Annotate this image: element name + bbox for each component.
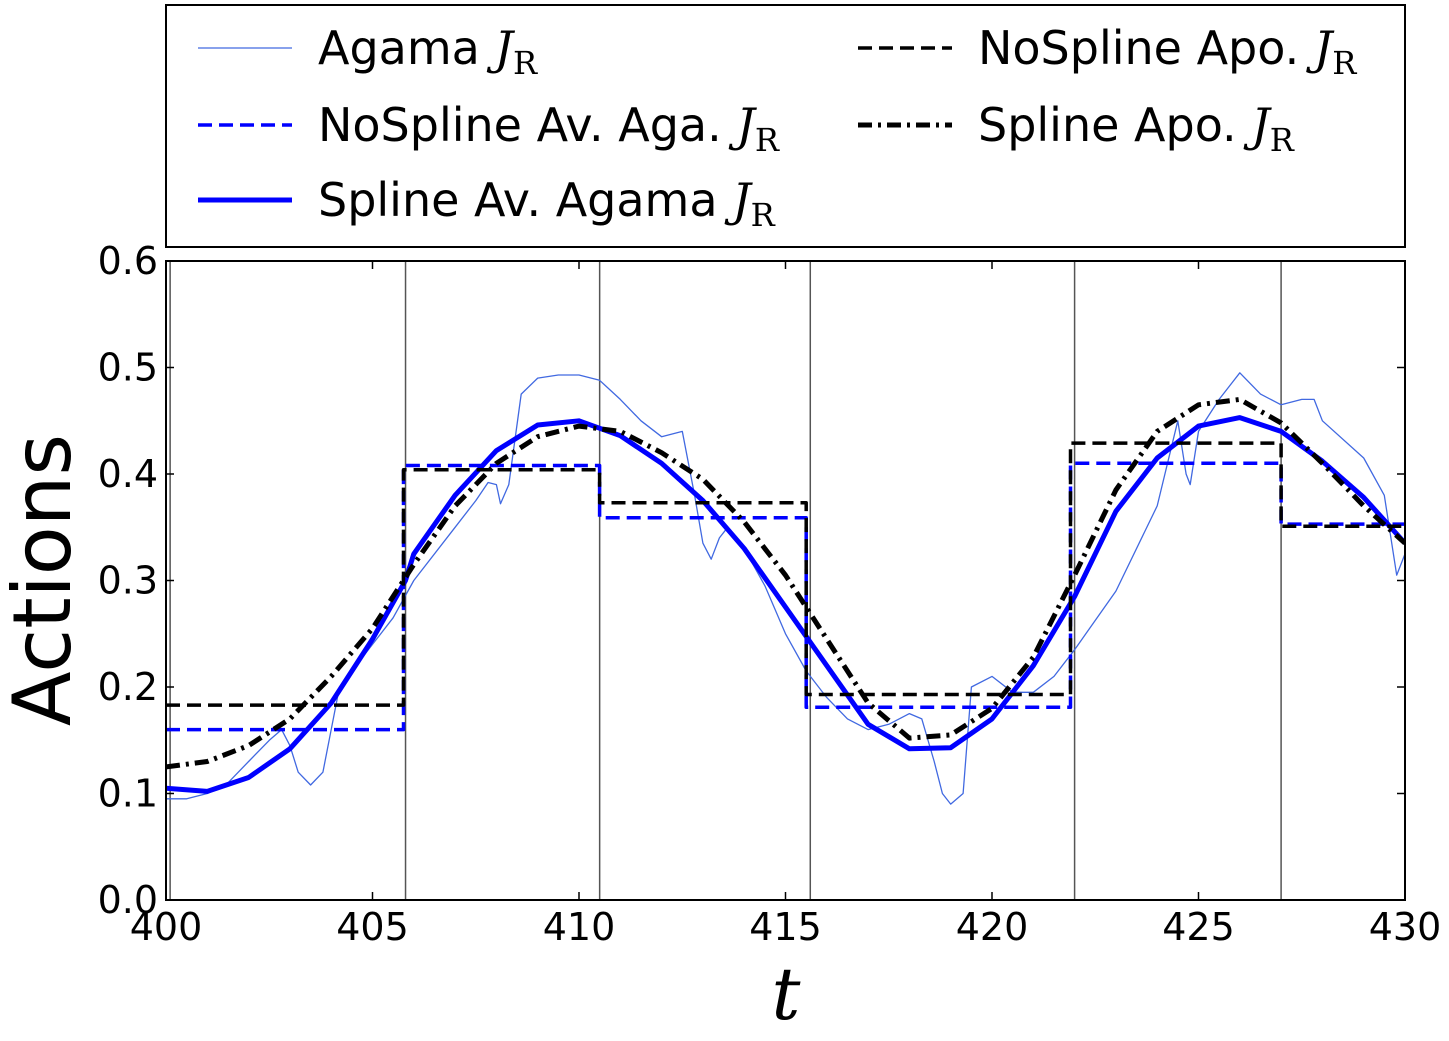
y-tick-label: 0.1 bbox=[98, 772, 158, 816]
y-tick-label: 0.0 bbox=[98, 878, 158, 922]
y-tick-label: 0.3 bbox=[98, 559, 158, 603]
x-tick-label: 410 bbox=[543, 905, 616, 949]
series-line-0 bbox=[166, 372, 1405, 805]
x-tick-label: 415 bbox=[749, 905, 822, 949]
x-tick-label: 400 bbox=[130, 905, 203, 949]
x-tick-label: 405 bbox=[336, 905, 409, 949]
plot-frame bbox=[165, 260, 1406, 901]
legend-label-0: Agama JR bbox=[318, 21, 538, 82]
legend: Agama JR NoSpline Av. Aga. JR Spline Av. A… bbox=[165, 4, 1406, 248]
y-axis-label: Actions bbox=[0, 434, 89, 726]
y-tick-label: 0.4 bbox=[98, 452, 158, 496]
x-tick-label: 425 bbox=[1162, 905, 1235, 949]
series-line-2 bbox=[166, 415, 1405, 794]
y-tick-label: 0.6 bbox=[98, 239, 158, 283]
x-tick-label: 430 bbox=[1369, 905, 1442, 949]
y-tick-label: 0.2 bbox=[98, 665, 158, 709]
legend-label-1: NoSpline Av. Aga. JR bbox=[318, 98, 780, 159]
legend-frame bbox=[165, 4, 1406, 248]
y-tick-label: 0.5 bbox=[98, 346, 158, 390]
series-line-4 bbox=[166, 396, 1405, 770]
legend-label-2: Spline Av. Agama JR bbox=[318, 173, 776, 234]
x-tick-label: 420 bbox=[956, 905, 1029, 949]
legend-label-3: NoSpline Apo. JR bbox=[978, 21, 1357, 82]
x-axis-label: t bbox=[772, 952, 802, 1036]
legend-label-4: Spline Apo. JR bbox=[978, 98, 1295, 159]
series-line-3 bbox=[166, 441, 1405, 707]
